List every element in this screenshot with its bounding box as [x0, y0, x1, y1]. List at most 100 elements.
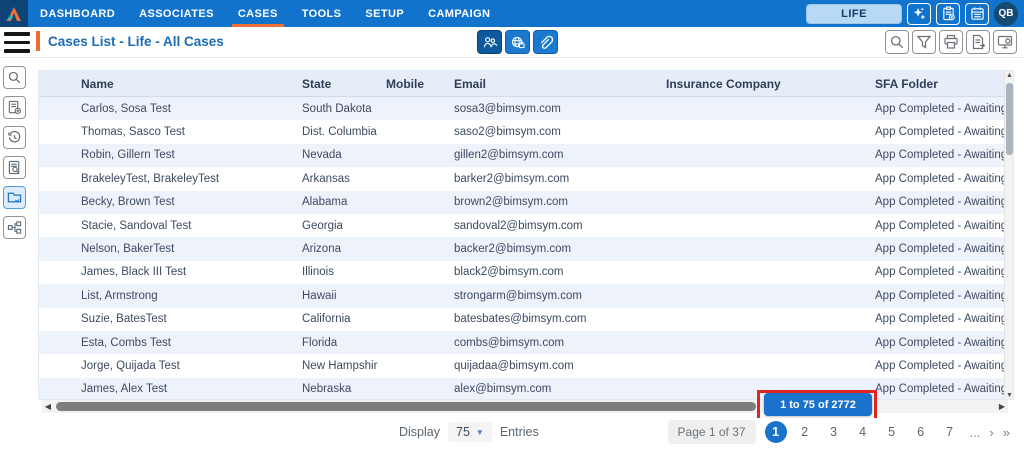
table-row[interactable]: BrakeleyTest, BrakeleyTest Arkansas bark… [39, 167, 1013, 191]
page-title: Cases List - Life - All Cases [48, 33, 224, 49]
table-row[interactable]: James, Black III Test Illinois black2@bi… [39, 260, 1013, 285]
scroll-left-icon[interactable]: ◀ [44, 402, 52, 411]
column-header[interactable]: Email [454, 76, 487, 91]
folder-case-icon[interactable] [3, 186, 26, 209]
last-page-icon[interactable]: » [1002, 424, 1010, 440]
vertical-scrollbar[interactable]: ▲ ▼ [1004, 71, 1013, 399]
left-sidebar [0, 58, 34, 450]
page-number-button[interactable]: 3 [830, 425, 838, 439]
email-cell: saso2@bimsym.com [454, 126, 561, 139]
table-row[interactable]: Suzie, BatesTest California batesbates@b… [39, 307, 1013, 331]
name-cell: Jorge, Quijada Test [81, 359, 180, 372]
state-cell: Nebraska [302, 383, 352, 396]
next-page-icon[interactable]: › [989, 424, 994, 440]
sfa-folder-cell: App Completed - Awaiting S [875, 196, 1013, 209]
app-logo-icon[interactable] [0, 0, 28, 27]
pagination-ellipsis: ... [969, 424, 981, 440]
state-cell: Nevada [302, 149, 342, 162]
sfa-folder-cell: App Completed - Awaiting S [875, 219, 1013, 232]
column-header[interactable]: State [302, 76, 332, 91]
table-row[interactable]: Carlos, Sosa Test South Dakota sosa3@bim… [39, 97, 1013, 121]
export-icon[interactable] [966, 30, 990, 54]
print-icon[interactable] [939, 30, 963, 54]
email-cell: gillen2@bimsym.com [454, 149, 564, 162]
history-icon[interactable] [3, 126, 26, 149]
name-cell: Nelson, BakerTest [81, 243, 175, 256]
search-icon[interactable] [885, 30, 909, 54]
table-row[interactable]: Thomas, Sasco Test Dist. Columbia saso2@… [39, 120, 1013, 144]
page-number-button[interactable]: 4 [859, 425, 867, 439]
user-avatar[interactable]: QB [994, 1, 1018, 26]
vertical-scrollbar-thumb[interactable] [1006, 83, 1013, 155]
workflow-icon[interactable] [3, 216, 26, 239]
column-header[interactable]: SFA Folder [875, 76, 938, 91]
clipboard-add-icon[interactable] [936, 2, 960, 25]
sfa-folder-cell: App Completed - Awaiting S [875, 172, 1013, 185]
sfa-folder-cell: App Completed - Awaiting S [875, 383, 1013, 396]
table-row[interactable]: Nelson, BakerTest Arizona backer2@bimsym… [39, 237, 1013, 261]
document-add-icon[interactable] [3, 96, 26, 119]
column-header[interactable]: Insurance Company [666, 76, 781, 91]
scroll-down-icon[interactable]: ▼ [1006, 392, 1013, 399]
horizontal-scrollbar-thumb[interactable] [56, 402, 756, 411]
nav-menu-item[interactable]: DASHBOARD [40, 7, 116, 20]
table-row[interactable]: Robin, Gillern Test Nevada gillen2@bimsy… [39, 143, 1013, 168]
name-cell: Carlos, Sosa Test [81, 102, 171, 115]
state-cell: Florida [302, 336, 338, 349]
record-range-badge: 1 to 75 of 2772 [764, 393, 872, 416]
calendar-icon[interactable] [965, 2, 989, 25]
sfa-folder-cell: App Completed - Awaiting S [875, 336, 1013, 349]
sfa-folder-cell: App Completed - Awaiting S [875, 313, 1013, 326]
state-cell: South Dakota [302, 102, 372, 115]
paperclip-icon[interactable] [533, 30, 558, 54]
state-cell: Georgia [302, 219, 343, 232]
center-toolbar [477, 30, 558, 54]
people-icon[interactable] [477, 30, 502, 54]
table-row[interactable]: List, Armstrong Hawaii strongarm@bimsym.… [39, 284, 1013, 308]
scroll-right-icon[interactable]: ▶ [998, 402, 1006, 411]
page-size-select[interactable]: 75 ▼ [448, 422, 492, 442]
sfa-folder-cell: App Completed - Awaiting S [875, 102, 1013, 115]
document-search-icon[interactable] [3, 156, 26, 179]
right-toolbar [885, 30, 1017, 54]
name-cell: Esta, Combs Test [81, 336, 171, 349]
page-number-button[interactable]: 7 [946, 425, 954, 439]
table-body: Carlos, Sosa Test South Dakota sosa3@bim… [39, 97, 1013, 399]
nav-menu-item[interactable]: ASSOCIATES [139, 7, 214, 20]
nav-menu-item[interactable]: SETUP [365, 7, 405, 20]
top-nav-bar: DASHBOARD ASSOCIATES CASES TOOLS SETUP CAMPAI… [0, 0, 1024, 27]
page-number-button[interactable]: 2 [801, 425, 809, 439]
scroll-up-icon[interactable]: ▲ [1006, 72, 1013, 79]
column-header[interactable]: Mobile [386, 76, 424, 91]
globe-lock-icon[interactable] [505, 30, 530, 54]
page-title-wrap: Cases List - Life - All Cases [36, 31, 224, 51]
email-cell: backer2@bimsym.com [454, 243, 572, 256]
table-row[interactable]: Esta, Combs Test Florida combs@bimsym.co… [39, 330, 1013, 355]
email-cell: quijadaa@bimsym.com [454, 359, 574, 372]
page-number-button[interactable]: 6 [917, 425, 925, 439]
filter-icon[interactable] [912, 30, 936, 54]
life-line-button[interactable]: LIFE [806, 3, 902, 24]
column-header[interactable]: Name [81, 76, 114, 91]
state-cell: New Hampshire [302, 359, 378, 372]
title-accent-bar [36, 31, 40, 51]
monitor-settings-icon[interactable] [993, 30, 1017, 54]
sparkles-icon[interactable] [907, 2, 931, 25]
page-number-button[interactable]: 5 [888, 425, 896, 439]
name-cell: Becky, Brown Test [81, 196, 175, 209]
search-icon[interactable] [3, 66, 26, 89]
hamburger-menu-icon[interactable] [4, 32, 30, 53]
nav-menu-item[interactable]: TOOLS [301, 7, 342, 20]
table-row[interactable]: Becky, Brown Test Alabama brown2@bimsym.… [39, 190, 1013, 214]
sfa-folder-cell: App Completed - Awaiting S [875, 126, 1013, 139]
table-row[interactable]: Jorge, Quijada Test New Hampshire quijad… [39, 354, 1013, 378]
nav-menu-item[interactable]: CASES [231, 0, 284, 27]
table-row[interactable]: Stacie, Sandoval Test Georgia sandoval2@… [39, 213, 1013, 238]
nav-menu-item[interactable]: CAMPAIGN [428, 7, 491, 20]
email-cell: strongarm@bimsym.com [454, 289, 582, 302]
state-cell: Arkansas [302, 172, 350, 185]
page-number-button[interactable]: 1 [764, 421, 787, 443]
state-cell: California [302, 313, 351, 326]
